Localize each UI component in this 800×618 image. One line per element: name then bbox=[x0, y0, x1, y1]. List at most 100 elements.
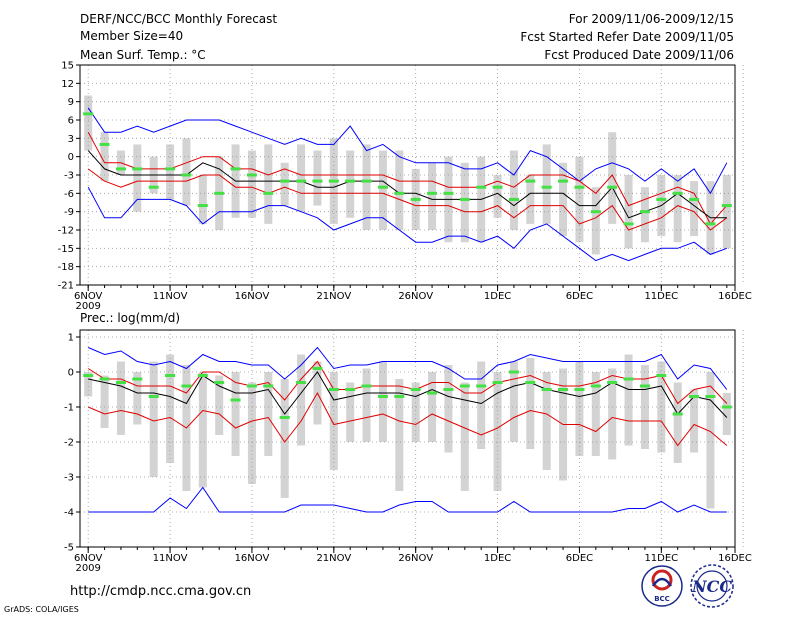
ensemble-bar bbox=[559, 162, 568, 237]
observed-marker bbox=[574, 388, 585, 391]
observed-marker bbox=[459, 197, 470, 201]
observed-marker bbox=[345, 179, 356, 183]
observed-marker bbox=[492, 185, 503, 189]
ensemble-bar bbox=[509, 150, 518, 230]
ensemble-bar bbox=[395, 379, 404, 491]
ensemble-bar bbox=[247, 150, 256, 218]
observed-marker bbox=[83, 112, 94, 116]
observed-marker bbox=[181, 173, 192, 177]
observed-marker bbox=[377, 395, 388, 398]
observed-marker bbox=[361, 179, 372, 183]
year-label: 2009 bbox=[75, 301, 100, 312]
x-tick-label: 1DEC bbox=[484, 553, 511, 564]
observed-marker bbox=[165, 374, 176, 377]
observed-marker bbox=[558, 179, 569, 183]
ensemble-bar bbox=[215, 375, 224, 435]
observed-marker bbox=[705, 222, 716, 226]
y-tick-label: 1 bbox=[68, 333, 74, 344]
observed-marker bbox=[656, 374, 667, 377]
y-tick-label: -21 bbox=[58, 281, 74, 292]
grads-credit: GrADS: COLA/IGES bbox=[4, 605, 79, 614]
observed-marker bbox=[427, 391, 438, 395]
footer-url[interactable]: http://cmdp.ncc.cma.gov.cn bbox=[70, 584, 251, 599]
observed-marker bbox=[361, 384, 372, 388]
ensemble-bar bbox=[624, 354, 633, 446]
ensemble-bar bbox=[362, 368, 371, 442]
member-size: Member Size=40 bbox=[80, 29, 183, 43]
ensemble-bar bbox=[329, 372, 338, 470]
ensemble-bar bbox=[428, 162, 437, 230]
series-line-lower bbox=[87, 168, 728, 231]
year-label: 2009 bbox=[75, 563, 100, 574]
ensemble-bar bbox=[690, 181, 699, 237]
x-tick-label: 16NOV bbox=[235, 291, 270, 302]
observed-marker bbox=[328, 179, 339, 183]
ensemble-bar bbox=[444, 365, 453, 453]
observed-marker bbox=[132, 377, 143, 381]
observed-marker bbox=[623, 222, 634, 226]
plot-frame bbox=[79, 329, 736, 548]
observed-marker bbox=[410, 197, 421, 201]
observed-marker bbox=[607, 381, 618, 384]
ensemble-bar bbox=[84, 95, 93, 151]
observed-marker bbox=[689, 197, 700, 201]
ensemble-bar bbox=[149, 361, 158, 477]
ensemble-bar bbox=[362, 144, 371, 230]
ensemble-bar bbox=[460, 382, 469, 491]
forecast-period: For 2009/11/06-2009/12/15 bbox=[569, 12, 734, 26]
x-tick-label: 11DEC bbox=[644, 553, 678, 564]
ensemble-bar bbox=[509, 361, 518, 442]
ensemble-bar bbox=[264, 144, 273, 224]
observed-marker bbox=[525, 179, 536, 183]
observed-marker bbox=[181, 384, 192, 388]
observed-marker bbox=[541, 388, 552, 391]
ensemble-bar bbox=[133, 372, 142, 425]
ensemble-bar bbox=[280, 379, 289, 498]
ensemble-bar bbox=[166, 354, 175, 463]
observed-marker bbox=[148, 395, 159, 398]
observed-marker bbox=[558, 388, 569, 391]
y-tick-label: -3 bbox=[64, 473, 74, 484]
ensemble-bar bbox=[640, 187, 649, 243]
observed-marker bbox=[377, 185, 388, 189]
x-tick-label: 11NOV bbox=[153, 291, 188, 302]
observed-marker bbox=[263, 191, 274, 195]
ensemble-bar bbox=[247, 382, 256, 484]
started-date: Fcst Started Refer Date 2009/11/05 bbox=[520, 30, 734, 44]
observed-marker bbox=[197, 374, 208, 377]
variable-label: Mean Surf. Temp.: °C bbox=[80, 48, 206, 62]
observed-marker bbox=[525, 381, 536, 384]
ensemble-bar bbox=[591, 372, 600, 456]
x-tick-label: 21NOV bbox=[316, 291, 351, 302]
ensemble-bar bbox=[182, 138, 191, 206]
x-tick-label: 16DEC bbox=[718, 291, 752, 302]
x-tick-label: 11DEC bbox=[644, 291, 678, 302]
observed-marker bbox=[328, 388, 339, 391]
observed-marker bbox=[427, 191, 438, 195]
ensemble-bar bbox=[673, 175, 682, 243]
y-tick-label: 12 bbox=[61, 79, 74, 90]
observed-marker bbox=[296, 381, 307, 384]
observed-marker bbox=[345, 388, 356, 391]
observed-marker bbox=[214, 191, 225, 195]
ensemble-bar bbox=[100, 375, 109, 428]
ensemble-bar bbox=[231, 372, 240, 456]
ensemble-bar bbox=[198, 372, 207, 488]
ensemble-bar bbox=[133, 144, 142, 212]
observed-marker bbox=[476, 384, 487, 388]
observed-marker bbox=[574, 185, 585, 189]
y-tick-label: 0 bbox=[68, 152, 74, 163]
x-tick-label: 6NOV bbox=[74, 553, 103, 564]
ensemble-bar bbox=[542, 144, 551, 224]
ncc-logo-text: NCC bbox=[691, 577, 732, 596]
x-tick-label: 6DEC bbox=[566, 291, 593, 302]
y-tick-label: -4 bbox=[64, 508, 74, 519]
ensemble-bar bbox=[264, 372, 273, 456]
series-line-lower bbox=[88, 391, 728, 447]
x-tick-label: 1DEC bbox=[484, 291, 511, 302]
observed-marker bbox=[623, 377, 634, 381]
ncc-logo: NCC bbox=[690, 564, 734, 608]
observed-marker bbox=[541, 185, 552, 189]
bcc-logo-text: BCC bbox=[654, 595, 670, 603]
